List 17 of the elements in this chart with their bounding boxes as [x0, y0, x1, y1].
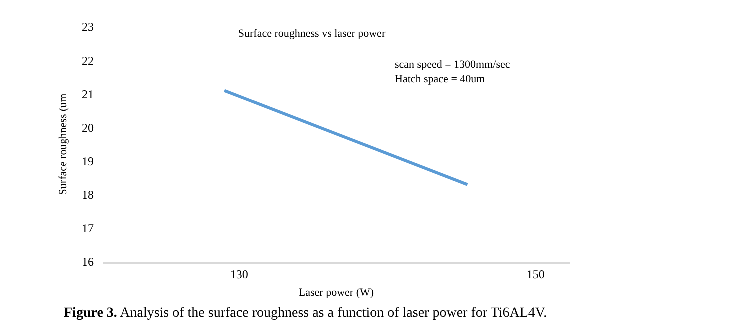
y-tick-label: 19 — [82, 154, 94, 168]
annotation: Hatch space = 40um — [395, 73, 486, 86]
x-tick-label: 150 — [526, 267, 545, 282]
x-tick-label: 130 — [230, 267, 248, 282]
y-tick-label: 16 — [82, 255, 94, 270]
y-tick-label: 17 — [82, 222, 94, 236]
y-tick-label: 18 — [82, 188, 94, 202]
y-tick-label: 20 — [82, 120, 94, 135]
caption: Figure 3. — [64, 306, 118, 321]
y-tick-label: 22 — [82, 54, 94, 68]
text: Analysis of the surface roughness as a function of laser power for Ti6AL4V. — [120, 306, 548, 321]
x-axis-title: Laser power (W) — [298, 287, 374, 300]
y-tick-label: 21 — [82, 87, 94, 102]
chart-title: Surface roughness vs laser power — [238, 28, 386, 40]
annotation: scan speed = 1300mm/sec — [395, 59, 510, 71]
y-axis-title: Surface roughness (um — [58, 93, 70, 196]
y-tick-label: 23 — [82, 20, 94, 34]
